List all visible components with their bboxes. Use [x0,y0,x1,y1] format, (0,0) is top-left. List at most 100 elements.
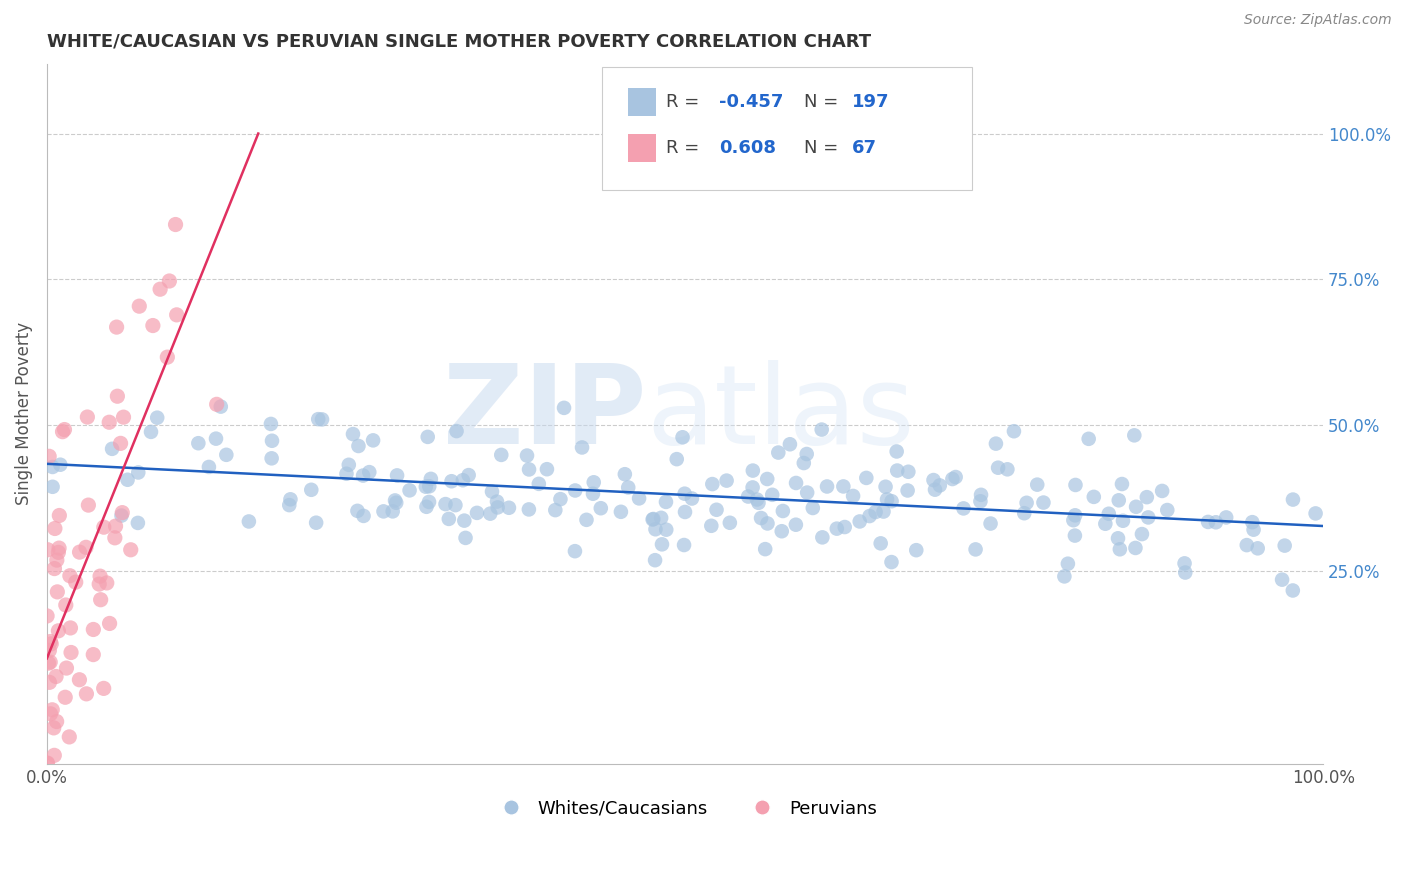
Point [665,452,688,467]
Point [785,475,807,490]
Point [987,460,1010,475]
Point [89,569,111,583]
Point [1247,541,1270,556]
Point [741,464,763,478]
Point [905,543,928,558]
Point [187,436,209,450]
Point [1015,496,1038,510]
Point [93,681,115,696]
Point [969,494,991,508]
Point [834,520,856,534]
Point [491,448,513,462]
Point [941,472,963,486]
Point [55,598,77,612]
Point [995,462,1018,476]
Point [1098,507,1121,521]
Point [768,445,790,459]
Point [617,480,640,494]
Point [45,669,67,683]
Point [373,504,395,518]
Point [796,485,818,500]
Point [37,756,59,771]
Point [446,424,468,438]
Text: ZIP: ZIP [443,360,647,467]
Point [48,508,70,523]
Point [75,687,97,701]
Point [82,623,104,637]
Point [419,472,441,486]
Text: WHITE/CAUCASIAN VS PERUVIAN SINGLE MOTHER POVERTY CORRELATION CHART: WHITE/CAUCASIAN VS PERUVIAN SINGLE MOTHE… [46,33,870,51]
Point [1125,500,1147,514]
Point [582,475,605,490]
Point [93,520,115,534]
Point [700,518,723,533]
Point [440,475,463,489]
Point [280,492,302,507]
Point [117,473,139,487]
Point [858,509,880,524]
Point [564,483,586,498]
Point [498,500,520,515]
Point [527,476,550,491]
Point [1032,495,1054,509]
Text: N =: N = [804,93,844,111]
Point [89,577,111,591]
Point [166,308,188,322]
Point [58,730,80,744]
Point [485,494,508,508]
Text: Source: ZipAtlas.com: Source: ZipAtlas.com [1244,13,1392,28]
Point [980,516,1002,531]
Point [479,507,502,521]
Point [41,703,63,717]
Point [644,522,666,536]
Point [38,450,60,464]
Point [127,466,149,480]
Point [848,515,870,529]
Point [1057,557,1080,571]
Point [1271,573,1294,587]
Point [39,706,62,721]
Point [260,417,283,431]
Point [564,544,586,558]
Point [1174,566,1197,580]
Point [416,430,439,444]
Point [1243,523,1265,537]
Point [1094,516,1116,531]
Point [1053,569,1076,583]
Point [384,493,406,508]
Point [110,508,132,523]
Point [1136,490,1159,504]
Point [575,513,598,527]
Point [741,480,763,494]
Point [1107,531,1129,545]
Point [311,412,333,426]
Point [120,542,142,557]
Point [146,410,169,425]
Point [238,515,260,529]
Point [111,506,134,520]
Point [260,434,283,448]
Point [481,484,503,499]
Point [127,516,149,530]
Point [779,437,801,451]
Point [749,511,772,525]
Point [39,655,62,669]
Point [42,721,65,735]
FancyBboxPatch shape [627,134,655,161]
Point [1111,477,1133,491]
Point [897,483,920,498]
Point [1064,528,1087,542]
Point [209,400,232,414]
Point [98,616,121,631]
Point [644,553,666,567]
Point [1108,493,1130,508]
Point [1083,490,1105,504]
Point [359,465,381,479]
Point [398,483,420,498]
Point [75,541,97,555]
Point [1205,516,1227,530]
Point [215,448,238,462]
Point [1130,527,1153,541]
Point [44,521,66,535]
Text: N =: N = [804,138,844,156]
